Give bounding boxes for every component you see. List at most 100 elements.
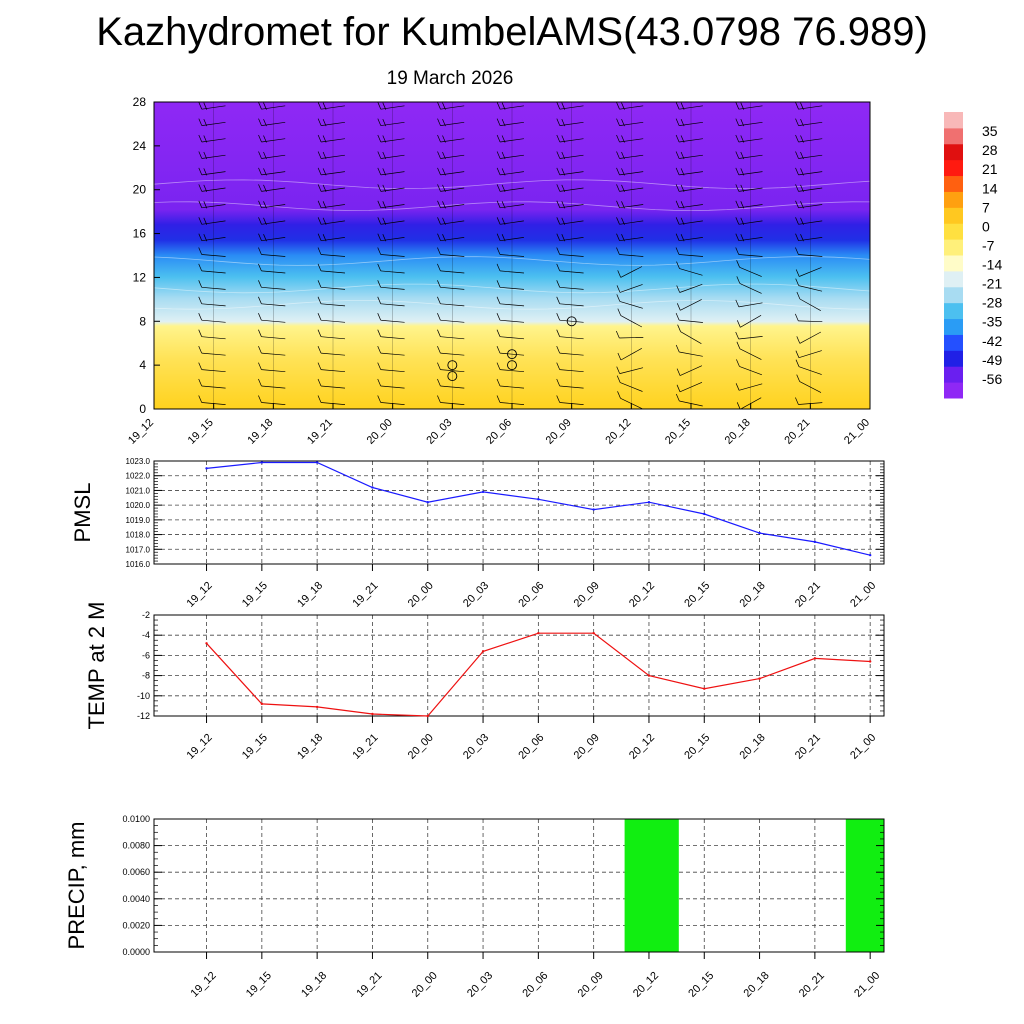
wind-barb <box>799 381 822 393</box>
wind-barb <box>739 366 763 376</box>
y-tick-label: 1020.0 <box>126 501 151 510</box>
wind-barb-flag <box>198 118 203 126</box>
wind-barb-flag <box>496 395 501 403</box>
x-tick-label: 21_00 <box>848 732 878 762</box>
wind-barb-flag <box>258 200 262 208</box>
wind-barb <box>619 105 644 110</box>
wind-barb <box>679 138 703 143</box>
wind-barb <box>798 350 822 359</box>
wind-barb <box>320 352 346 356</box>
colorbar-swatch <box>944 175 963 192</box>
x-tick-label: 20_00 <box>365 417 395 447</box>
wind-barb-flag <box>442 184 446 193</box>
wind-barb-flag <box>556 378 561 387</box>
wind-barb-flag <box>437 345 441 354</box>
data-point <box>371 712 374 716</box>
colorbar: 35 28 21 14 7 0 -7 -14 -21 -28 -35 -42 -49 -56 <box>944 112 1002 399</box>
y-axis-label: PRECIP, mm <box>64 822 89 950</box>
wind-barb-flag <box>322 201 327 209</box>
wind-barb-flag <box>800 135 804 143</box>
wind-barb <box>619 154 644 159</box>
colorbar-label: -21 <box>982 276 1002 292</box>
x-tick-label: 20_06 <box>516 580 546 610</box>
wind-barb <box>798 154 823 159</box>
wind-barb <box>201 121 226 126</box>
wind-barb-flag <box>675 393 680 402</box>
wind-barb-flag <box>556 118 561 126</box>
data-point <box>813 540 817 544</box>
wind-barb-flag <box>675 233 680 241</box>
wind-barb <box>500 138 524 143</box>
wind-barb-flag <box>501 102 506 110</box>
y-tick-label: 1018.0 <box>126 531 151 540</box>
wind-barb <box>559 303 584 307</box>
wind-barb <box>738 154 763 159</box>
wind-barb-flag <box>437 102 441 110</box>
wind-barb <box>320 319 346 323</box>
wind-barb-flag <box>795 184 799 192</box>
wind-barb-flag <box>496 329 501 337</box>
wind-barb-flag <box>496 118 501 126</box>
data-point <box>758 677 761 680</box>
y-tick-label: -6 <box>142 650 150 660</box>
wind-barb-flag <box>198 296 203 304</box>
wind-barb <box>261 336 286 340</box>
wind-barb-flag <box>198 247 203 255</box>
wind-barb-flag <box>740 184 745 193</box>
wind-barb-flag <box>556 102 561 110</box>
wind-barb-flag <box>795 359 800 367</box>
wind-barb-flag <box>203 102 208 110</box>
wind-barb <box>321 105 345 110</box>
wind-barb <box>201 270 226 274</box>
wind-barb <box>440 237 465 242</box>
wind-barb <box>201 171 226 176</box>
wind-barb <box>380 121 405 126</box>
wind-barb-flag <box>621 102 625 110</box>
wind-barb <box>739 348 762 360</box>
wind-barb-flag <box>794 313 799 322</box>
colorbar-swatch <box>944 366 963 383</box>
calm-marker <box>447 371 458 382</box>
wind-barb-flag <box>442 201 446 209</box>
wind-barb <box>559 319 584 323</box>
wind-barb <box>740 314 762 328</box>
x-tick-label: 19_15 <box>244 970 274 1000</box>
wind-barb-flag <box>616 217 620 225</box>
wind-barb <box>320 270 346 274</box>
wind-barb <box>499 303 525 307</box>
wind-barb <box>620 266 643 278</box>
colorbar-swatch <box>944 302 963 320</box>
wind-barb <box>320 385 346 389</box>
wind-barb-flag <box>263 234 267 242</box>
y-tick-label: 0.0000 <box>122 947 150 957</box>
wind-barb-flag <box>496 247 501 255</box>
wind-barb-flag <box>263 168 267 176</box>
wind-barb <box>380 105 405 110</box>
wind-barb <box>201 187 226 192</box>
colorbar-swatch <box>944 127 963 145</box>
wind-barb-flag <box>795 278 800 286</box>
data-point <box>260 461 264 464</box>
wind-barb-flag <box>735 200 740 208</box>
x-tick-label: 20_15 <box>682 732 712 762</box>
wind-barb-flag <box>621 151 625 160</box>
wind-barb-flag <box>377 184 382 192</box>
wind-barb-flag <box>377 233 382 241</box>
wind-barb <box>679 121 703 126</box>
wind-barb-flag <box>676 285 681 293</box>
wind-barb-flag <box>617 270 622 278</box>
wind-barb-flag <box>736 341 741 349</box>
wind-barb-flag <box>556 263 561 272</box>
wind-barb-flag <box>258 296 262 304</box>
data-point <box>758 531 761 535</box>
wind-barb <box>799 331 822 344</box>
calm-marker <box>507 360 517 371</box>
wind-barb-flag <box>377 102 382 110</box>
wind-barb <box>380 303 405 307</box>
wind-barb <box>261 121 286 126</box>
wind-barb <box>261 105 286 110</box>
wind-barb <box>738 187 763 192</box>
colorbar-swatch <box>944 159 963 177</box>
wind-barb-flag <box>258 329 262 337</box>
wind-barb-flag <box>317 217 322 225</box>
